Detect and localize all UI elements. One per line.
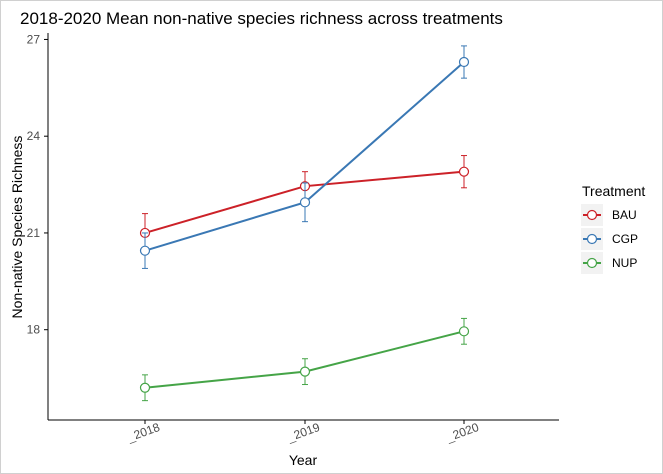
- x-axis-label: Year: [289, 452, 318, 468]
- y-tick-label: 18: [27, 323, 41, 337]
- x-tick-label: _2018: [125, 420, 162, 445]
- y-tick-label: 21: [27, 226, 41, 240]
- legend-item-bau: BAU: [581, 204, 637, 226]
- series-line: [144, 61, 465, 252]
- legend-item-cgp: CGP: [581, 228, 638, 250]
- y-tick-label: 24: [27, 129, 41, 143]
- y-axis-label: Non-native Species Richness: [9, 136, 25, 319]
- data-point: [458, 166, 470, 177]
- legend-key-marker: [586, 257, 598, 269]
- x-tick-label: _2020: [444, 420, 481, 445]
- legend-label: BAU: [612, 208, 637, 222]
- plot-axes: [47, 33, 559, 421]
- data-point: [299, 197, 311, 208]
- legend-title: Treatment: [582, 183, 645, 199]
- legend-key-marker: [586, 233, 598, 245]
- legend: Treatment BAU CGP NUP: [581, 183, 645, 274]
- chart-title: 2018-2020 Mean non-native species richne…: [20, 9, 503, 28]
- x-tick-label: _2019: [285, 420, 322, 445]
- y-tick-label: 27: [27, 32, 41, 46]
- legend-label: NUP: [612, 256, 637, 270]
- legend-label: CGP: [612, 232, 638, 246]
- y-ticks: 18 21 24 27: [27, 32, 48, 337]
- series-layer: [139, 45, 470, 402]
- series-nup: [139, 317, 470, 402]
- data-point: [139, 382, 151, 393]
- data-point: [458, 56, 470, 68]
- x-ticks: _2018 _2019 _2020: [125, 420, 481, 445]
- legend-item-nup: NUP: [581, 252, 637, 274]
- data-point: [139, 245, 151, 256]
- legend-key-marker: [586, 209, 598, 221]
- legend-items: BAU CGP NUP: [581, 204, 638, 274]
- series-cgp: [139, 45, 470, 269]
- data-point: [458, 326, 470, 337]
- data-point: [299, 366, 311, 377]
